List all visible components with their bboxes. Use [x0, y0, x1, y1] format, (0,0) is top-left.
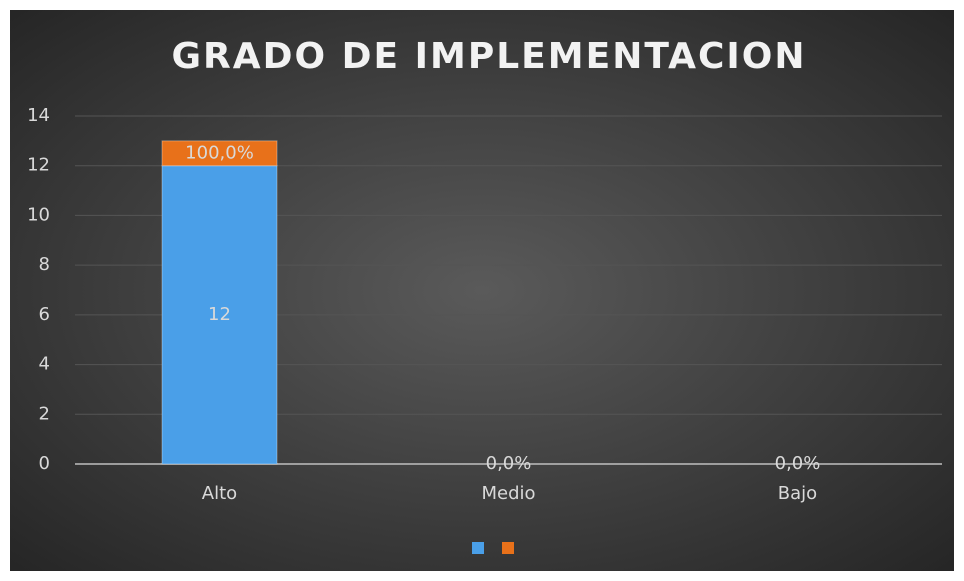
x-tick-label: Alto [202, 483, 237, 504]
chart-title: GRADO DE IMPLEMENTACION [171, 36, 806, 77]
y-tick-label: 2 [39, 403, 50, 424]
y-tick-label: 12 [27, 155, 50, 176]
bar-segment [161, 165, 278, 465]
x-tick-label: Bajo [778, 483, 817, 504]
y-tick-label: 4 [39, 354, 50, 375]
legend-marker [502, 542, 514, 554]
data-label: 12 [208, 304, 231, 325]
data-label: 0,0% [775, 453, 821, 474]
x-tick-label: Medio [481, 483, 535, 504]
y-tick-label: 8 [39, 254, 50, 275]
legend-marker [472, 542, 484, 554]
y-tick-label: 10 [27, 204, 50, 225]
y-tick-label: 0 [39, 453, 50, 474]
bar-segment [161, 140, 278, 167]
y-tick-label: 6 [39, 304, 50, 325]
data-label: 100,0% [185, 142, 254, 163]
y-tick-label: 14 [27, 105, 50, 126]
data-label: 0,0% [486, 453, 532, 474]
